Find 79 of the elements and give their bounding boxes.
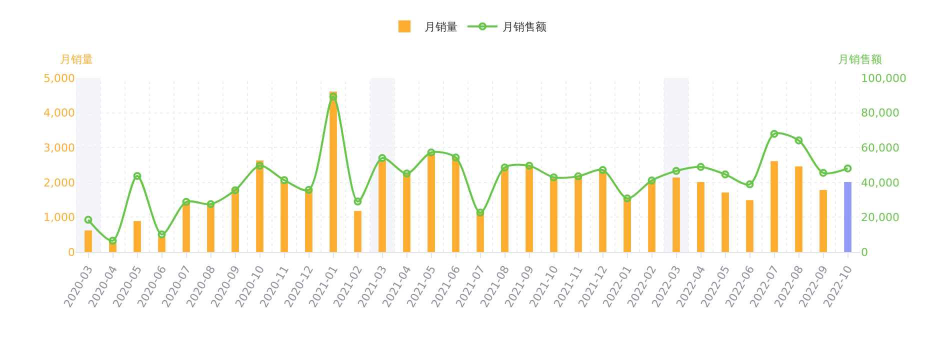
point — [206, 200, 215, 208]
point — [427, 148, 436, 156]
bar — [232, 188, 239, 252]
y2-tick-label: 20,000 — [861, 211, 900, 224]
y-axis-title: 月销量 — [60, 53, 93, 66]
bar — [403, 173, 410, 252]
y2-tick-label: 80,000 — [861, 106, 900, 120]
point — [133, 172, 142, 180]
point — [525, 162, 534, 170]
y2-tick-label: 100,000 — [861, 72, 906, 85]
bar — [672, 178, 680, 252]
bar — [280, 182, 288, 252]
point — [452, 154, 460, 162]
bar — [428, 154, 435, 252]
bar — [354, 210, 362, 252]
point — [819, 168, 828, 177]
y-tick-label: 1,000 — [44, 211, 75, 224]
y-tick-label: 5,000 — [44, 72, 75, 85]
point — [378, 154, 386, 162]
bar — [182, 202, 190, 252]
legend-label: 月销量 — [424, 20, 458, 34]
bar — [574, 176, 582, 252]
point — [280, 176, 288, 184]
point — [598, 166, 607, 174]
point — [500, 163, 509, 172]
bar — [844, 182, 852, 252]
bar — [624, 198, 631, 252]
y2-tick-label: 60,000 — [861, 141, 900, 154]
bar — [501, 167, 508, 252]
point — [746, 180, 754, 188]
bar — [84, 230, 92, 252]
point — [354, 198, 362, 206]
y2-tick-label: 0 — [861, 246, 868, 259]
point — [623, 194, 632, 202]
point — [721, 170, 730, 178]
point — [794, 136, 803, 144]
legend-label: 月销售额 — [502, 20, 546, 34]
point — [672, 166, 680, 175]
point — [108, 236, 117, 245]
bar — [305, 189, 312, 252]
point — [158, 230, 166, 238]
bar — [795, 166, 802, 252]
bar — [330, 92, 337, 252]
bar — [820, 190, 827, 252]
bar — [550, 178, 558, 252]
point — [648, 176, 656, 184]
point — [84, 216, 92, 224]
bar — [256, 160, 264, 252]
bar — [134, 221, 141, 252]
bar — [648, 180, 656, 252]
y2-tick-label: 40,000 — [861, 176, 900, 190]
bar — [476, 212, 484, 252]
point — [304, 186, 313, 194]
y2-axis-title: 月销售额 — [838, 53, 882, 66]
point — [402, 170, 411, 178]
point — [696, 162, 705, 171]
bar — [207, 204, 214, 252]
bar — [770, 161, 778, 252]
point — [550, 173, 558, 182]
point — [770, 130, 778, 138]
point — [476, 208, 484, 217]
point — [844, 164, 852, 172]
point — [574, 172, 582, 180]
point — [329, 92, 338, 101]
bar — [452, 157, 460, 252]
bar — [378, 160, 386, 252]
point — [256, 162, 264, 170]
y-tick-label: 3,000 — [44, 141, 75, 154]
bar — [697, 182, 704, 252]
bar — [158, 236, 166, 252]
bar — [526, 166, 533, 252]
point — [231, 186, 240, 194]
y-tick-label: 0 — [68, 246, 75, 259]
bar — [599, 171, 606, 252]
bar — [722, 192, 729, 252]
y-tick-label: 4,000 — [44, 106, 75, 120]
y-tick-label: 2,000 — [44, 176, 75, 190]
point — [182, 198, 190, 206]
bar — [746, 200, 754, 252]
